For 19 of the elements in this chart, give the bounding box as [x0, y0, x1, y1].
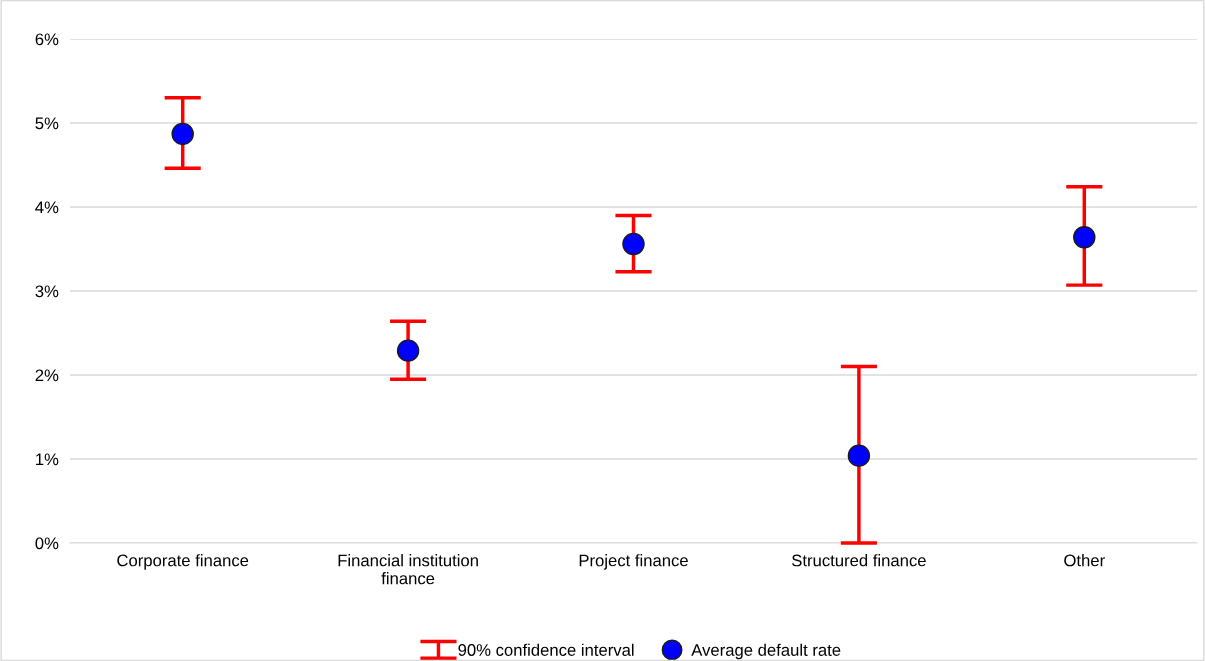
x-tick-label: Other: [1064, 554, 1105, 567]
x-tick-label: Project finance: [579, 554, 688, 570]
point: [847, 444, 871, 467]
y-tick-label: 4%: [35, 201, 59, 214]
text: 90% confidence interval: [458, 643, 634, 656]
y-tick-label: 6%: [35, 33, 59, 46]
y-tick-label: 5%: [35, 117, 59, 130]
y-tick-label: 1%: [36, 453, 59, 466]
x-tick-label: Financial institution finance: [338, 554, 478, 585]
y-tick-label: 0%: [35, 537, 59, 550]
x-tick-label: Corporate finance: [117, 554, 249, 570]
point: [396, 339, 420, 362]
y-tick-label: 3%: [35, 285, 59, 298]
legend-label: Average default rate: [691, 643, 841, 660]
point: [171, 122, 194, 146]
point: [1073, 226, 1096, 249]
x-tick-label: Structured finance: [792, 554, 926, 567]
y-tick-label: 2%: [35, 369, 59, 382]
point: [622, 232, 645, 256]
